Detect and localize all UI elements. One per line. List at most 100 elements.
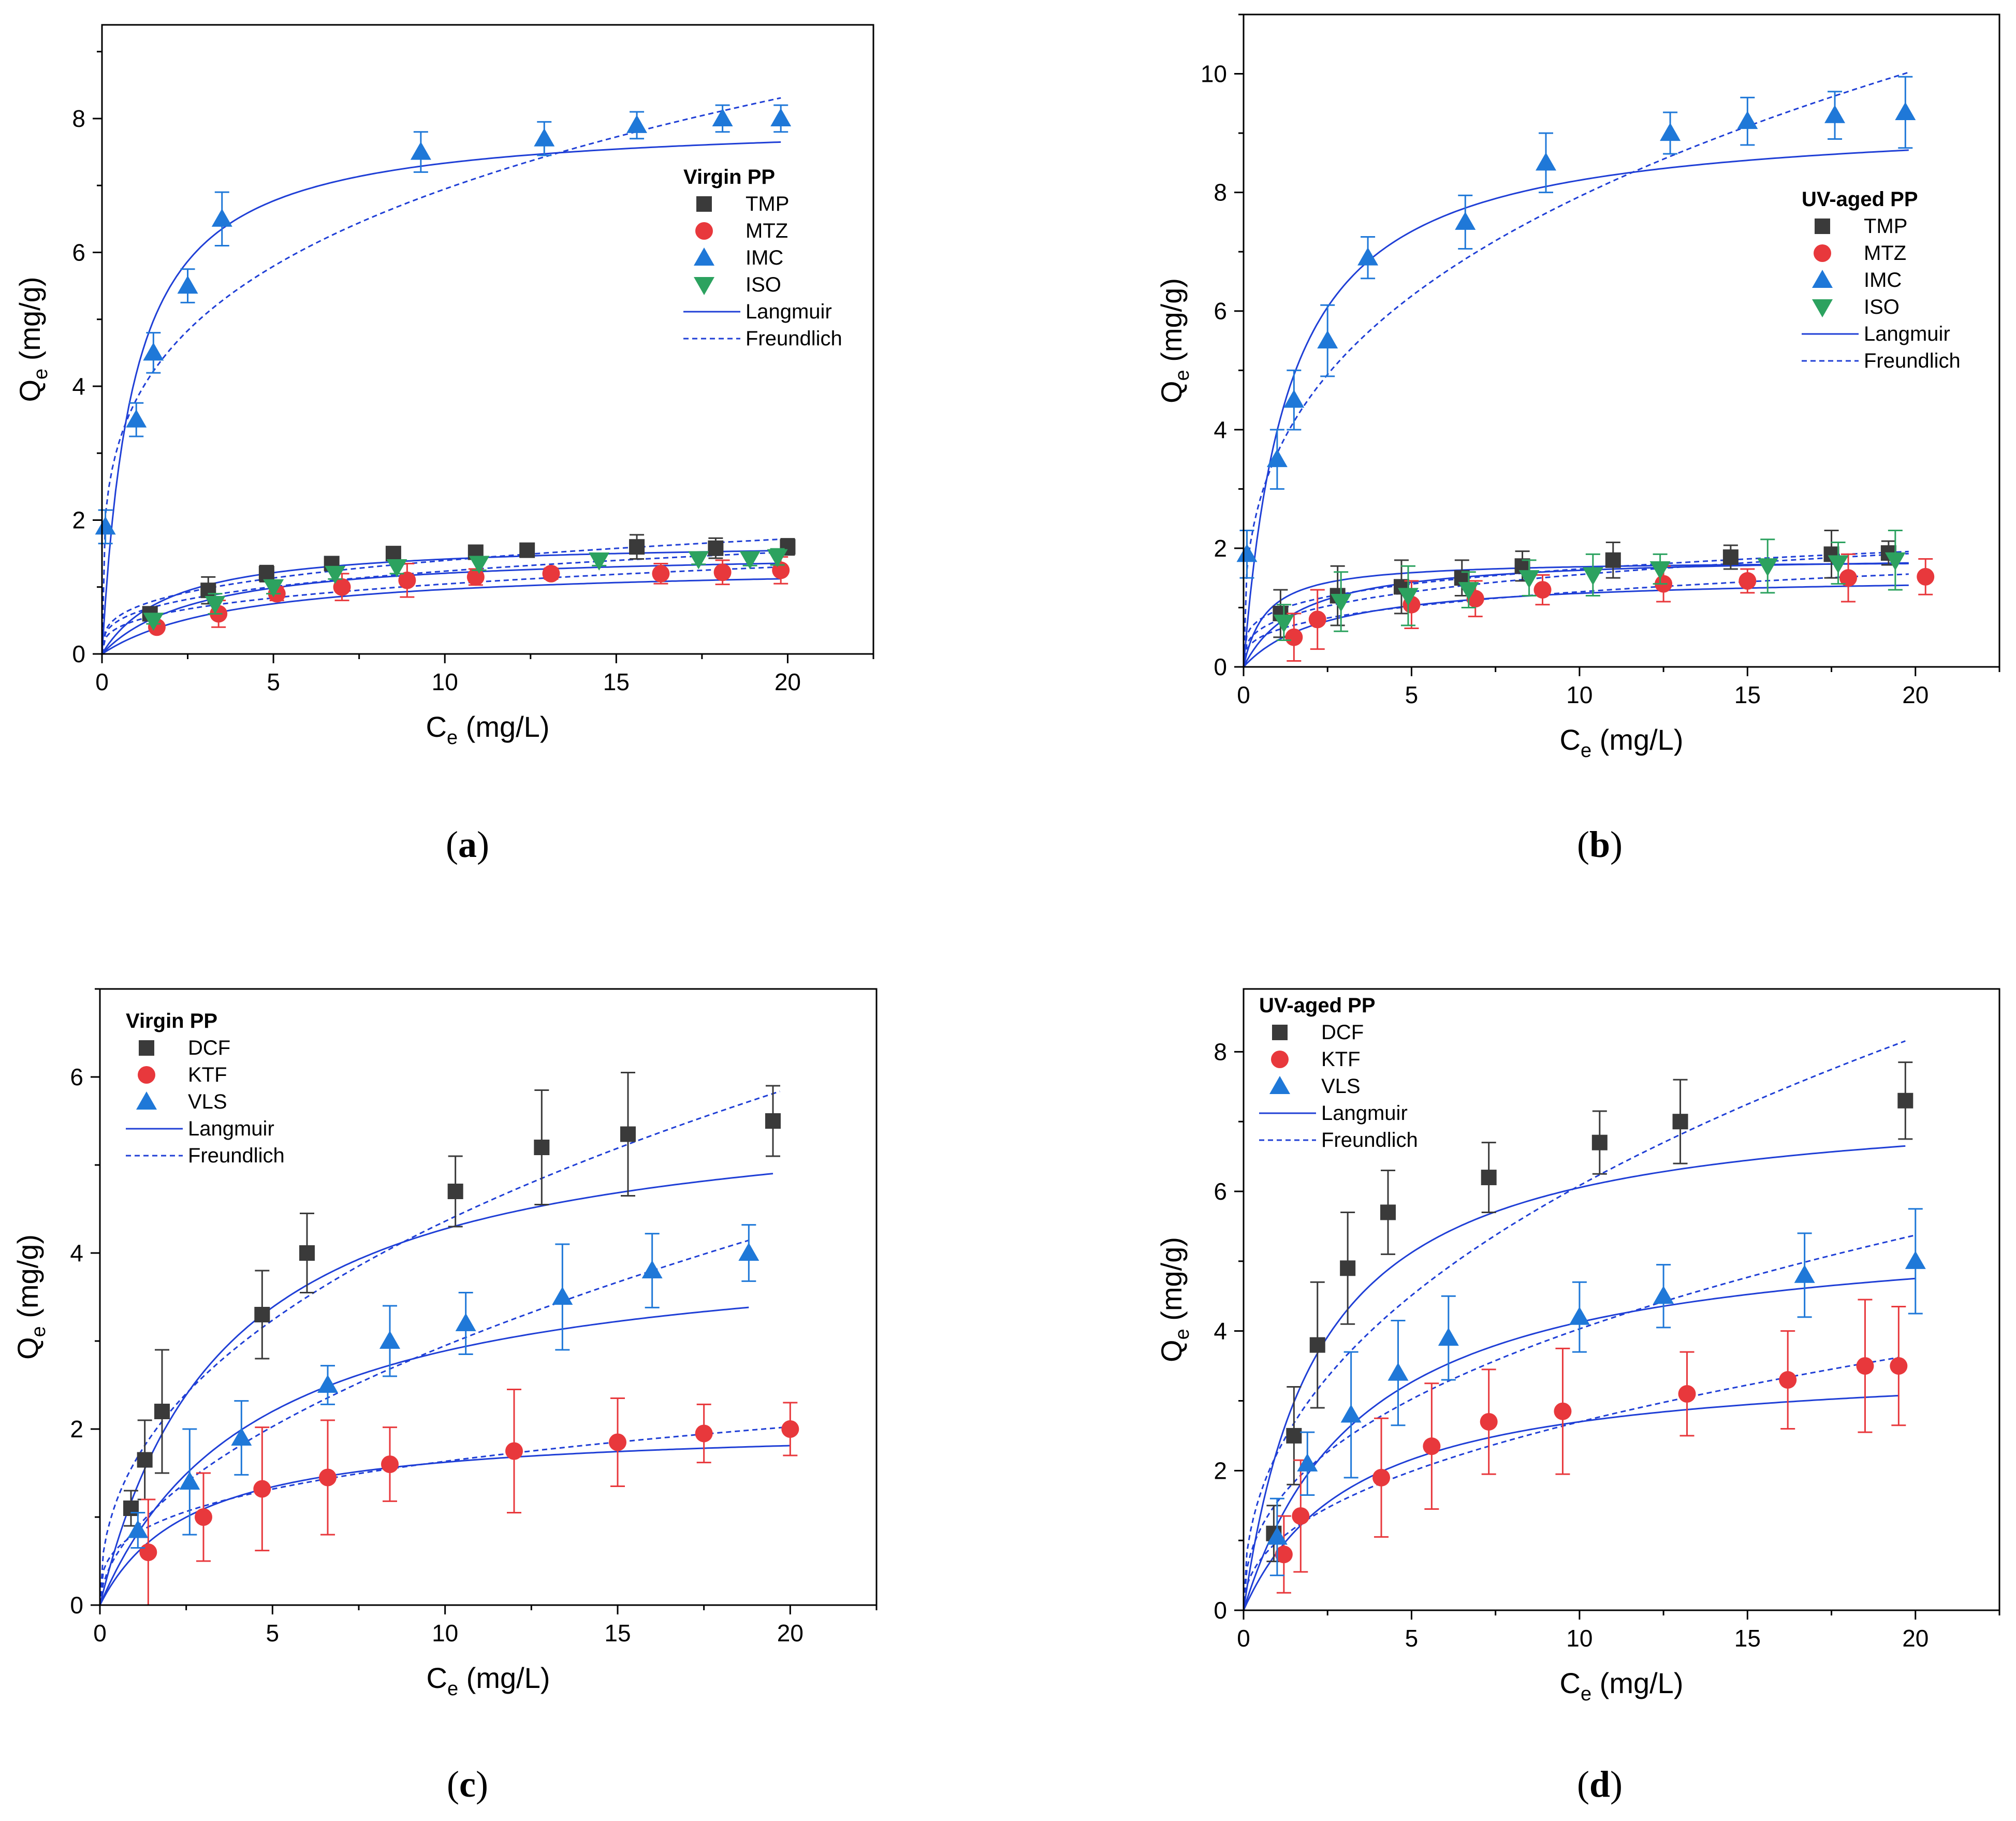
legend-dcf-label: DCF <box>1321 1021 1364 1044</box>
legend-iso-label: ISO <box>746 273 781 296</box>
dcf-point <box>534 1140 550 1155</box>
imc-point <box>143 342 164 361</box>
caption-letter: b <box>1589 824 1610 865</box>
plot-frame <box>101 24 874 655</box>
legend-iso-marker <box>694 277 714 295</box>
mtz-point <box>652 564 670 582</box>
dcf-langmuir-fit <box>1243 1145 1906 1611</box>
iso-point <box>1582 567 1603 586</box>
tmp-langmuir-fit <box>1243 563 1909 667</box>
legend-imc-label: IMC <box>1864 269 1902 292</box>
series-vls <box>127 1224 759 1549</box>
x-axis-label-unit: (mg/L) <box>458 710 549 743</box>
mtz-point <box>772 561 790 579</box>
y-tick-label: 4 <box>1214 416 1227 443</box>
x-axis-label: Ce (mg/L) <box>1560 1667 1684 1705</box>
legend-tmp-marker <box>1815 218 1830 234</box>
x-tick-label: 10 <box>432 668 458 695</box>
ktf-point <box>1890 1357 1908 1375</box>
legend-imc-marker <box>694 247 714 266</box>
series-iso <box>143 548 788 631</box>
caption-close: ) <box>477 824 489 865</box>
dcf-point <box>447 1184 463 1199</box>
x-tick-label: 15 <box>604 1620 631 1647</box>
x-axis-label: Ce (mg/L) <box>427 1662 550 1700</box>
series-imc <box>95 104 792 545</box>
chart-a: 0 5 10 15 20 0 2 4 6 8 Ce (mg/L) Qe (mg/g) Virgin PP… <box>13 24 874 865</box>
series-iso <box>1273 530 1906 641</box>
imc-point <box>626 114 648 133</box>
panel-caption: (b) <box>1577 824 1623 865</box>
dcf-point <box>1340 1260 1356 1276</box>
iso-point <box>739 551 761 570</box>
imc-point <box>1660 123 1681 141</box>
ktf-langmuir-fit <box>1243 1395 1899 1611</box>
x-axis-label: Ce (mg/L) <box>426 710 550 749</box>
x-axis-label-main: C <box>426 710 447 743</box>
plot-frame <box>1243 988 2000 1611</box>
ktf-point <box>505 1442 523 1460</box>
legend-langmuir-label: Langmuir <box>188 1117 274 1140</box>
imc-point <box>1536 152 1556 171</box>
plot-frame <box>99 988 878 1606</box>
legend-dcf-label: DCF <box>188 1037 230 1059</box>
x-axis-label-sub: e <box>1581 1683 1591 1705</box>
tmp-point <box>258 565 274 581</box>
dcf-point <box>1591 1134 1608 1150</box>
x-tick-label: 20 <box>1902 1625 1929 1652</box>
panel-caption: (c) <box>447 1764 488 1805</box>
ktf-point <box>1779 1371 1797 1389</box>
mtz-point <box>1839 569 1857 587</box>
x-axis-label-sub: e <box>447 1678 458 1700</box>
y-tick-label: 6 <box>1214 1178 1227 1205</box>
imc-point <box>211 208 232 227</box>
dcf-point <box>137 1452 153 1468</box>
imc-point <box>1824 105 1846 123</box>
mtz-point <box>1917 567 1935 586</box>
y-tick-label: 0 <box>72 640 85 667</box>
x-tick-label: 20 <box>777 1620 804 1647</box>
tmp-point <box>519 542 535 558</box>
legend-vls-label: VLS <box>1321 1075 1361 1098</box>
ktf-freundlich-fit <box>1243 1357 1899 1611</box>
caption-close: ) <box>1610 824 1623 865</box>
legend-langmuir-label: Langmuir <box>1321 1102 1408 1125</box>
chart-b: 0 5 10 15 20 0 2 4 6 8 10 Ce (mg/L) Qe (mg/g) UV-aged… <box>1155 13 2000 865</box>
x-tick-label: 15 <box>1734 681 1761 708</box>
iso-point <box>1331 594 1352 612</box>
legend-mtz-label: MTZ <box>1864 242 1906 265</box>
y-axis-label: Qe (mg/g) <box>1155 1237 1193 1362</box>
iso-point <box>1397 588 1419 606</box>
ktf-point <box>1275 1546 1293 1564</box>
caption-open: ( <box>447 1764 459 1805</box>
legend-ktf-label: KTF <box>1321 1048 1361 1071</box>
y-axis-label-main: Q <box>1155 1339 1188 1362</box>
x-axis-label-main: C <box>1560 1667 1581 1699</box>
y-tick-label: 6 <box>1214 298 1227 325</box>
caption-open: ( <box>1577 824 1589 865</box>
ktf-point <box>695 1424 713 1443</box>
x-axis-label-main: C <box>1560 723 1581 756</box>
tmp-point <box>1605 552 1621 568</box>
tmp-point <box>200 582 216 599</box>
imc-point <box>410 141 431 160</box>
y-tick-label: 10 <box>1201 61 1227 88</box>
caption-letter: d <box>1589 1764 1610 1805</box>
mtz-freundlich-fit <box>1243 573 1909 667</box>
legend-imc-marker <box>1812 270 1833 288</box>
legend-dcf-marker <box>1272 1025 1288 1040</box>
legend-iso-label: ISO <box>1864 296 1900 318</box>
y-tick-label: 4 <box>72 373 85 400</box>
ktf-point <box>139 1543 157 1561</box>
x-tick-label: 5 <box>1405 1625 1419 1652</box>
legend-freundlich-label: Freundlich <box>1864 349 1961 372</box>
ktf-point <box>1480 1412 1498 1431</box>
caption-open: ( <box>446 824 458 865</box>
legend-iso-marker <box>1812 299 1833 317</box>
y-axis-label-unit: (mg/g) <box>11 1234 44 1326</box>
x-tick-label: 20 <box>1902 681 1929 708</box>
x-tick-label: 15 <box>603 668 630 695</box>
panel-caption: (d) <box>1577 1764 1623 1805</box>
legend: UV-aged PP DCF KTF VLS Langmuir Freundlich <box>1259 994 1418 1152</box>
ktf-point <box>1678 1385 1696 1403</box>
